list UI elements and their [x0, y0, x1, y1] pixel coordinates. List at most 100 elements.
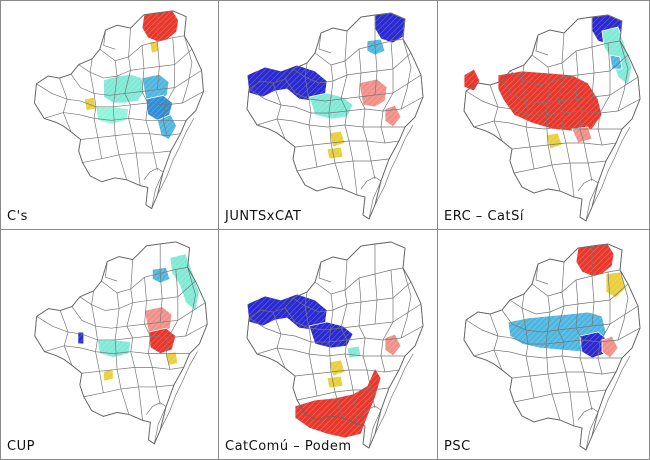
district-boundary	[513, 160, 607, 174]
district-boundary	[44, 345, 190, 354]
map	[34, 241, 208, 445]
district-boundary	[591, 126, 631, 208]
district-boundary	[473, 349, 622, 359]
district-boundary	[575, 50, 593, 182]
map-panel-2: JUNTSxCAT	[218, 0, 438, 230]
district-boundary	[597, 271, 611, 375]
district-boundary	[126, 259, 143, 421]
district-boundary	[82, 150, 171, 163]
district-boundary	[143, 167, 164, 209]
district-boundary	[380, 40, 394, 144]
district-highlight	[151, 266, 171, 284]
district-boundary	[473, 120, 622, 130]
district-boundary	[374, 15, 378, 96]
district-boundary	[545, 295, 561, 421]
district-boundary	[112, 60, 128, 180]
district-boundary	[318, 32, 332, 54]
district-boundary	[521, 64, 535, 170]
district-boundary	[159, 351, 198, 431]
panel-label: CatComú – Podem	[225, 439, 352, 454]
district-boundary	[380, 269, 394, 373]
district-boundary	[535, 34, 549, 56]
district-boundary	[591, 17, 595, 98]
district-boundary	[591, 246, 595, 327]
district-highlight	[346, 345, 362, 359]
district-highlight	[165, 351, 179, 366]
district-highlight	[148, 327, 177, 355]
district-boundary	[272, 82, 286, 140]
district-boundary	[400, 38, 412, 110]
district-highlight	[103, 73, 145, 104]
map-panel-4: CUP	[0, 229, 219, 460]
district-highlight	[77, 331, 85, 345]
district-boundary	[89, 58, 103, 159]
city-border	[34, 10, 204, 210]
city-border	[463, 14, 641, 222]
district-boundary	[521, 293, 535, 399]
district-boundary	[617, 40, 629, 112]
district-boundary	[59, 77, 72, 132]
panel-label: CUP	[7, 439, 35, 454]
panel-label: ERC – CatSí	[444, 209, 524, 224]
district-boundary	[296, 158, 390, 172]
district-highlight	[294, 367, 382, 439]
district-boundary	[597, 42, 611, 146]
district-boundary	[360, 176, 382, 220]
district-boundary	[340, 259, 358, 425]
district-boundary	[146, 402, 167, 444]
district-boundary	[114, 292, 130, 415]
district-boundary	[304, 291, 318, 397]
district-boundary	[44, 112, 187, 121]
district-boundary	[296, 387, 390, 401]
district-boundary	[318, 261, 332, 283]
district-boundary	[374, 353, 414, 435]
city-border	[34, 241, 208, 445]
district-boundary	[91, 290, 104, 393]
district-boundary	[340, 30, 358, 196]
district-boundary	[157, 12, 160, 90]
district-highlight	[326, 375, 344, 389]
district-boundary	[328, 293, 344, 419]
district-highlight	[463, 68, 481, 92]
district-boundary	[577, 407, 599, 451]
city-border	[463, 243, 641, 451]
map-panel-3: ERC – CatSí	[437, 0, 650, 230]
district-boundary	[557, 261, 575, 427]
district-boundary	[557, 32, 575, 198]
map-panel-5: CatComú – Podem	[218, 229, 438, 460]
district-boundary	[360, 405, 382, 449]
district-boundary	[304, 62, 318, 168]
district-boundary	[535, 263, 549, 285]
district-boundary	[185, 267, 196, 337]
district-boundary	[272, 311, 286, 369]
district-boundary	[157, 118, 195, 196]
district-boundary	[577, 178, 599, 222]
map	[34, 10, 204, 210]
district-boundary	[575, 279, 593, 411]
district-boundary	[400, 267, 412, 339]
district-boundary	[374, 124, 414, 206]
district-highlight	[366, 38, 386, 56]
district-boundary	[358, 277, 376, 409]
district-highlight	[149, 41, 160, 54]
map	[463, 243, 641, 451]
map-panel-6: PSC	[437, 229, 650, 460]
panel-label: PSC	[444, 439, 471, 454]
district-highlight	[579, 331, 609, 359]
district-boundary	[256, 347, 405, 357]
district-highlight	[605, 271, 627, 299]
city-border	[246, 241, 424, 449]
district-boundary	[328, 64, 344, 190]
map-panel-1: C's	[0, 0, 219, 230]
district-boundary	[159, 243, 163, 323]
district-highlight	[326, 146, 344, 160]
district-highlight	[156, 114, 178, 140]
district-boundary	[545, 66, 561, 192]
district-boundary	[144, 277, 161, 405]
district-boundary	[162, 37, 176, 136]
map	[246, 12, 424, 220]
district-boundary	[182, 35, 193, 104]
district-boundary	[489, 313, 503, 371]
district-boundary	[103, 29, 116, 50]
district-highlight	[169, 253, 200, 312]
